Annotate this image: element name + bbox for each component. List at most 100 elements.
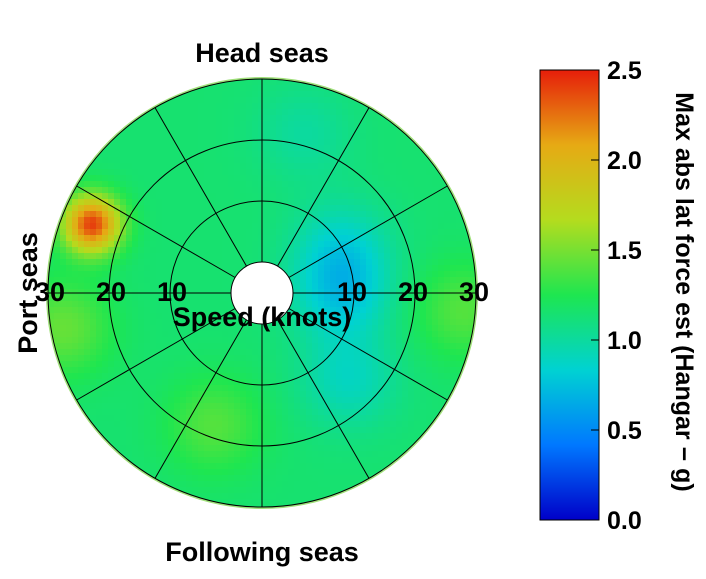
heat-cell xyxy=(390,307,397,314)
heat-cell xyxy=(300,457,307,464)
heat-cell xyxy=(78,181,85,188)
heat-cell xyxy=(96,361,103,368)
heat-cell xyxy=(162,391,169,398)
heat-cell xyxy=(462,277,469,284)
heat-cell xyxy=(246,337,253,344)
heat-cell xyxy=(276,469,283,476)
heat-cell xyxy=(324,409,331,416)
heat-cell xyxy=(162,133,169,140)
heat-cell xyxy=(408,175,415,182)
heat-cell xyxy=(432,325,439,332)
heat-cell xyxy=(264,433,271,440)
heat-cell xyxy=(360,253,367,260)
heat-cell xyxy=(234,373,241,380)
heat-cell xyxy=(252,421,259,428)
heat-cell xyxy=(132,175,139,182)
heat-cell xyxy=(126,175,133,182)
heat-cell xyxy=(318,217,325,224)
heat-cell xyxy=(126,349,133,356)
heat-cell xyxy=(162,313,169,320)
heat-cell xyxy=(342,307,349,314)
heat-cell xyxy=(258,397,265,404)
heat-cell xyxy=(198,127,205,134)
heat-cell xyxy=(342,469,349,476)
heat-cell xyxy=(156,421,163,428)
heat-cell xyxy=(222,397,229,404)
heat-cell xyxy=(258,157,265,164)
heat-cell xyxy=(468,265,475,272)
heat-cell xyxy=(132,259,139,266)
heat-cell xyxy=(354,151,361,158)
heat-cell xyxy=(300,325,307,332)
heat-cell xyxy=(402,313,409,320)
heat-cell xyxy=(132,253,139,260)
heat-cell xyxy=(102,157,109,164)
heat-cell xyxy=(150,463,157,470)
heat-cell xyxy=(192,415,199,422)
heat-cell xyxy=(420,169,427,176)
heat-cell xyxy=(168,433,175,440)
heat-cell xyxy=(252,433,259,440)
heat-cell xyxy=(288,373,295,380)
heat-cell xyxy=(300,451,307,458)
heat-cell xyxy=(222,193,229,200)
heat-cell xyxy=(144,265,151,272)
heat-cell xyxy=(282,85,289,92)
heat-cell xyxy=(414,211,421,218)
heat-cell xyxy=(204,487,211,494)
heat-cell xyxy=(396,259,403,266)
heat-cell xyxy=(318,235,325,242)
heat-cell xyxy=(438,403,445,410)
heat-cell xyxy=(138,253,145,260)
heat-cell xyxy=(204,421,211,428)
heat-cell xyxy=(234,445,241,452)
heat-cell xyxy=(96,415,103,422)
heat-cell xyxy=(132,439,139,446)
heat-cell xyxy=(450,301,457,308)
heat-cell xyxy=(342,211,349,218)
heat-cell xyxy=(372,217,379,224)
heat-cell xyxy=(138,403,145,410)
heat-cell xyxy=(162,163,169,170)
heat-cell xyxy=(186,349,193,356)
heat-cell xyxy=(384,307,391,314)
heat-cell xyxy=(132,373,139,380)
heat-cell xyxy=(180,103,187,110)
heat-cell xyxy=(336,337,343,344)
heat-cell xyxy=(138,361,145,368)
heat-cell xyxy=(438,211,445,218)
heat-cell xyxy=(384,205,391,212)
heat-cell xyxy=(330,415,337,422)
heat-cell xyxy=(270,379,277,386)
heat-cell xyxy=(426,283,433,290)
heat-cell xyxy=(144,229,151,236)
heat-cell xyxy=(462,241,469,248)
heat-cell xyxy=(102,367,109,374)
heat-cell xyxy=(306,187,313,194)
heat-cell xyxy=(330,229,337,236)
heat-cell xyxy=(186,187,193,194)
heat-cell xyxy=(450,223,457,230)
heat-cell xyxy=(204,481,211,488)
heat-cell xyxy=(246,157,253,164)
heat-cell xyxy=(432,307,439,314)
heat-cell xyxy=(378,235,385,242)
heat-cell xyxy=(234,361,241,368)
heat-cell xyxy=(288,175,295,182)
heat-cell xyxy=(414,331,421,338)
heat-cell xyxy=(60,313,67,320)
heat-cell xyxy=(384,457,391,464)
heat-cell xyxy=(156,319,163,326)
heat-cell xyxy=(372,157,379,164)
heat-cell xyxy=(372,409,379,416)
heat-cell xyxy=(168,319,175,326)
heat-cell xyxy=(144,397,151,404)
heat-cell xyxy=(402,187,409,194)
heat-cell xyxy=(156,157,163,164)
heat-cell xyxy=(294,457,301,464)
heat-cell xyxy=(372,469,379,476)
heat-cell xyxy=(306,385,313,392)
heat-cell xyxy=(420,325,427,332)
heat-cell xyxy=(330,247,337,254)
heat-cell xyxy=(444,271,451,278)
